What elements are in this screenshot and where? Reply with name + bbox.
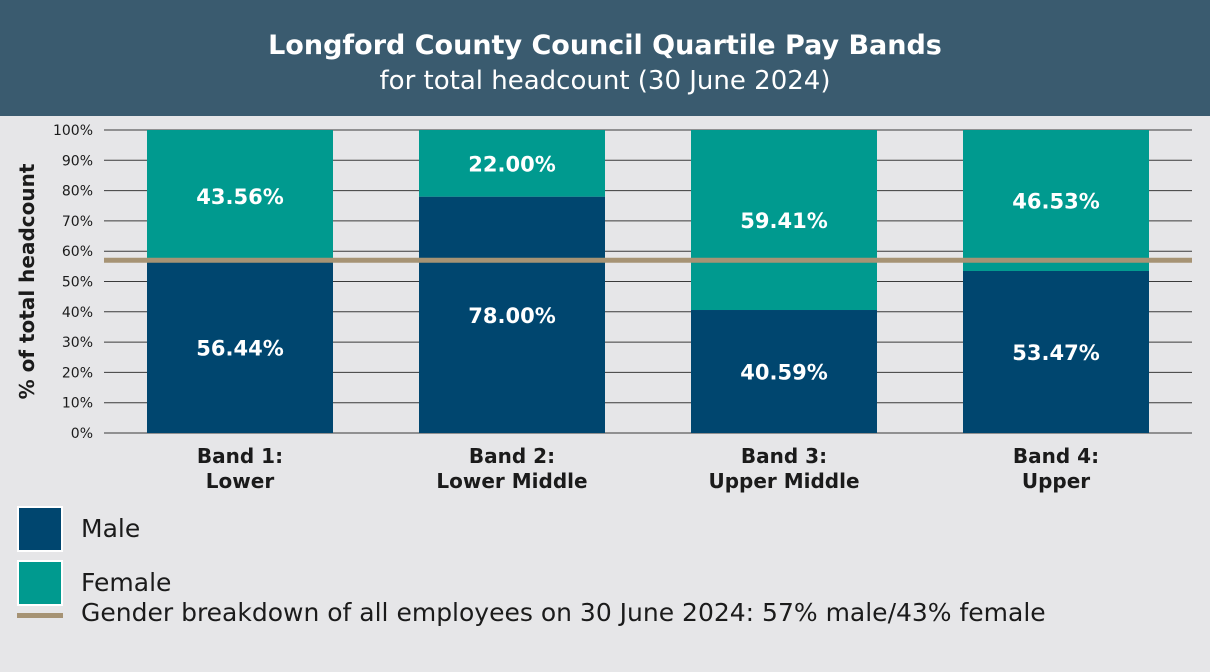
bar-female (963, 130, 1149, 271)
data-label-female: 46.53% (1012, 189, 1099, 213)
y-tick-label: 80% (62, 184, 93, 200)
y-tick-label: 90% (62, 153, 93, 169)
y-tick-label: 70% (62, 214, 93, 230)
bar-female (691, 130, 877, 311)
chart-header: Longford County Council Quartile Pay Ban… (0, 0, 1210, 116)
data-label-female: 59.41% (740, 209, 827, 233)
bar-male (691, 310, 877, 433)
y-tick-label: 10% (62, 396, 93, 412)
bar-male (147, 261, 333, 433)
legend-label-male: Male (81, 514, 141, 543)
category-label: Upper Middle (708, 469, 859, 493)
chart-subtitle: for total headcount (30 June 2024) (379, 66, 831, 96)
y-tick-label: 50% (62, 275, 93, 291)
male-swatch (17, 506, 63, 552)
category-label: Band 4: (1013, 444, 1099, 468)
data-label-female: 43.56% (196, 185, 283, 209)
category-label: Band 2: (469, 444, 555, 468)
y-tick-label: 20% (62, 365, 93, 381)
category-label: Band 3: (741, 444, 827, 468)
category-label: Lower (206, 469, 275, 493)
y-axis-label: % of total headcount (15, 163, 39, 399)
y-tick-label: 30% (62, 335, 93, 351)
data-label-male: 53.47% (1012, 341, 1099, 365)
bar-male (419, 196, 605, 433)
reference-line-swatch (17, 613, 63, 618)
y-tick-label: 0% (71, 426, 93, 442)
bar-male (963, 270, 1149, 433)
y-tick-label: 60% (62, 244, 93, 260)
y-tick-label: 100% (53, 123, 93, 139)
legend-label-reference-line: Gender breakdown of all employees on 30 … (81, 598, 1046, 627)
data-label-male: 40.59% (740, 361, 827, 385)
data-label-male: 56.44% (196, 336, 283, 360)
chart-title: Longford County Council Quartile Pay Ban… (268, 30, 942, 61)
y-tick-label: 40% (62, 305, 93, 321)
bar-female (419, 130, 605, 197)
female-swatch (17, 560, 63, 606)
bar-female (147, 130, 333, 262)
category-label: Lower Middle (436, 469, 587, 493)
stacked-bar-chart: 0% 10% 20% 30% 40% 50% 60% 70% 80% 90% 100% % of to… (15, 123, 1192, 493)
data-label-female: 22.00% (468, 152, 555, 176)
category-label: Upper (1022, 469, 1090, 493)
legend-label-female: Female (81, 568, 172, 597)
data-label-male: 78.00% (468, 304, 555, 328)
category-label: Band 1: (197, 444, 283, 468)
